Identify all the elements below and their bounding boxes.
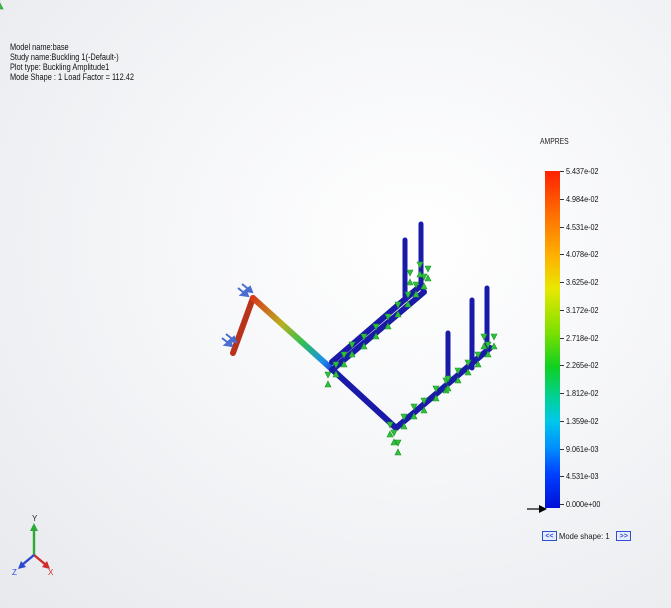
fixture-arrow-icon [0,0,498,456]
legend-tick-label: 2.718e-02 [566,332,599,343]
legend-tick-mark [560,337,564,339]
legend-tick-label: 0.000e+00 [566,499,601,509]
legend-tick-mark [560,198,564,200]
legend-tick-label: 2.265e-02 [566,360,599,371]
study-name-text: Study name:Buckling 1(-Default-) [10,52,119,62]
plot-type-text: Plot type: Buckling Amplitude1 [10,62,110,72]
legend-tick-label: 1.359e-02 [566,415,599,426]
arrow-load-icon [221,283,254,348]
pointer-arrow-icon [527,505,547,513]
legend-tick-mark [560,282,564,283]
triad-x-label: X [48,568,54,575]
legend-tick-label: 4.531e-02 [566,221,599,232]
legend-tick-mark [560,476,564,478]
legend-title: AMPRES [540,137,569,146]
mode-shape-text: Mode Shape : 1 Load Factor = 112.42 [10,72,134,82]
legend-tick-label: 3.625e-02 [566,277,599,287]
study-info-header: Model name:base Study name:Buckling 1(-D… [10,42,134,82]
legend-tick-mark [560,226,564,228]
beam-member-red [230,295,256,356]
legend-tick-label: 4.531e-03 [566,471,599,482]
legend-tick-label: 4.984e-02 [566,193,599,204]
beam-member-gradient [250,295,338,375]
next-mode-button[interactable]: >> [616,531,632,541]
legend-tick-mark [560,393,564,394]
mode-shape-label: Mode shape: 1 [559,531,610,541]
legend-tick-mark [560,420,564,422]
mode-shape-control: << Mode shape: 1 >> [542,530,632,542]
legend-tick-mark [560,448,564,450]
legend-tick-label: 3.172e-02 [566,304,599,315]
model-name-text: Model name:base [10,42,69,52]
legend-tick-mark [560,365,564,367]
prev-mode-button[interactable]: << [542,531,557,541]
legend-tick-mark [560,309,564,311]
legend-tick-mark [560,254,564,256]
color-bar [545,171,560,508]
legend-tick-mark [560,504,564,505]
blue-frame [329,221,493,431]
triad-z-label: Z [12,568,17,575]
coordinate-triad-icon: Y X Z [12,515,54,575]
legend-tick-label: 9.061e-03 [566,443,599,454]
legend-tick-mark [560,171,564,172]
legend-tick-label: 5.437e-02 [566,166,599,176]
triad-y-label: Y [32,515,38,523]
legend-tick-label: 1.812e-02 [566,388,599,398]
legend-tick-label: 4.078e-02 [566,249,599,260]
